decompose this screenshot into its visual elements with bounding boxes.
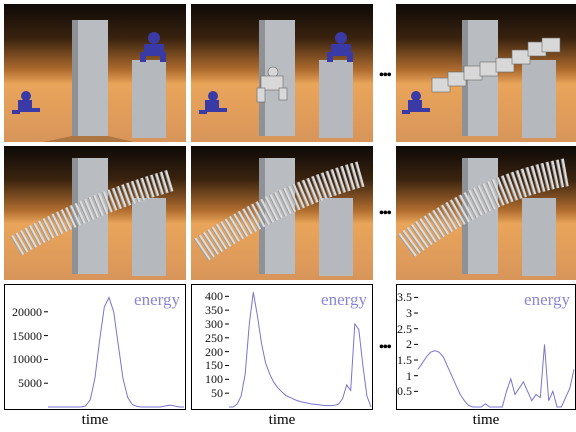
scene-top-n	[396, 4, 576, 142]
robot-start	[12, 91, 40, 114]
energy-curve	[417, 344, 575, 408]
legend-label: energy	[524, 290, 570, 309]
scene-mid-2	[191, 146, 373, 280]
plot-n-svg	[414, 296, 575, 408]
scene-mid-n-art	[397, 158, 571, 276]
y-tick-label: 400	[205, 289, 223, 304]
plot-1-svg	[44, 296, 184, 408]
y-tick-label: 2.5	[397, 321, 412, 336]
y-tick-label: 250	[205, 330, 223, 345]
energy-curve	[229, 292, 372, 408]
legend-label: energy	[321, 290, 367, 309]
scene-top-n-art	[402, 20, 561, 138]
scene-mid-2-art	[193, 158, 365, 276]
plot-frame	[4, 284, 186, 410]
scene-top-2	[191, 4, 373, 142]
short-pillar	[132, 60, 166, 138]
y-tick-label: 0.5	[397, 384, 412, 399]
robot-target	[140, 32, 166, 62]
y-tick-label: 15000	[12, 328, 42, 343]
y-tick-label: 150	[205, 358, 223, 373]
legend-label: energy	[134, 290, 180, 309]
y-tick-label: 1	[406, 368, 412, 383]
ellipsis-middle: •••	[379, 206, 392, 221]
y-tick-label: 3	[406, 306, 412, 321]
x-axis-label: time	[81, 412, 109, 428]
energy-curve	[48, 296, 184, 408]
scene-mid-1-art	[10, 158, 176, 276]
energy-plot-n: energy 3.5 3 2.5 2 1.5 1 0.5	[396, 284, 576, 414]
y-tick-label: 5000	[18, 376, 42, 391]
y-tick-label: 3.5	[397, 290, 412, 305]
y-tick-label: 20000	[12, 304, 42, 319]
robot-midair	[256, 66, 288, 103]
y-tick-label: 50	[211, 386, 223, 401]
ellipsis-top: •••	[379, 68, 392, 83]
energy-plot-1: energy 20000 15000 10000 5000	[4, 284, 186, 414]
scene-mid-n	[396, 146, 576, 280]
scene-mid-1	[4, 146, 186, 280]
y-tick-label: 350	[205, 303, 223, 318]
y-tick-label: 1.5	[397, 353, 412, 368]
robot-trail	[431, 37, 561, 93]
y-tick-label: 300	[205, 316, 223, 331]
x-axis-label: time	[472, 412, 500, 428]
y-tick-label: 10000	[12, 352, 42, 367]
plot-2-svg	[225, 292, 372, 408]
ellipsis-bottom: •••	[379, 340, 392, 355]
energy-plot-2: energy 400 350 300 250 200 150 100 50	[191, 284, 373, 414]
plot-frame	[191, 284, 373, 410]
scene-top-1	[4, 4, 186, 142]
y-tick-label: 200	[205, 344, 223, 359]
scene-top-2-art	[199, 20, 353, 138]
y-tick-label: 100	[205, 372, 223, 387]
x-axis-label: time	[268, 412, 296, 428]
y-tick-label: 2	[406, 337, 412, 352]
scene-top-1-art	[12, 20, 166, 142]
